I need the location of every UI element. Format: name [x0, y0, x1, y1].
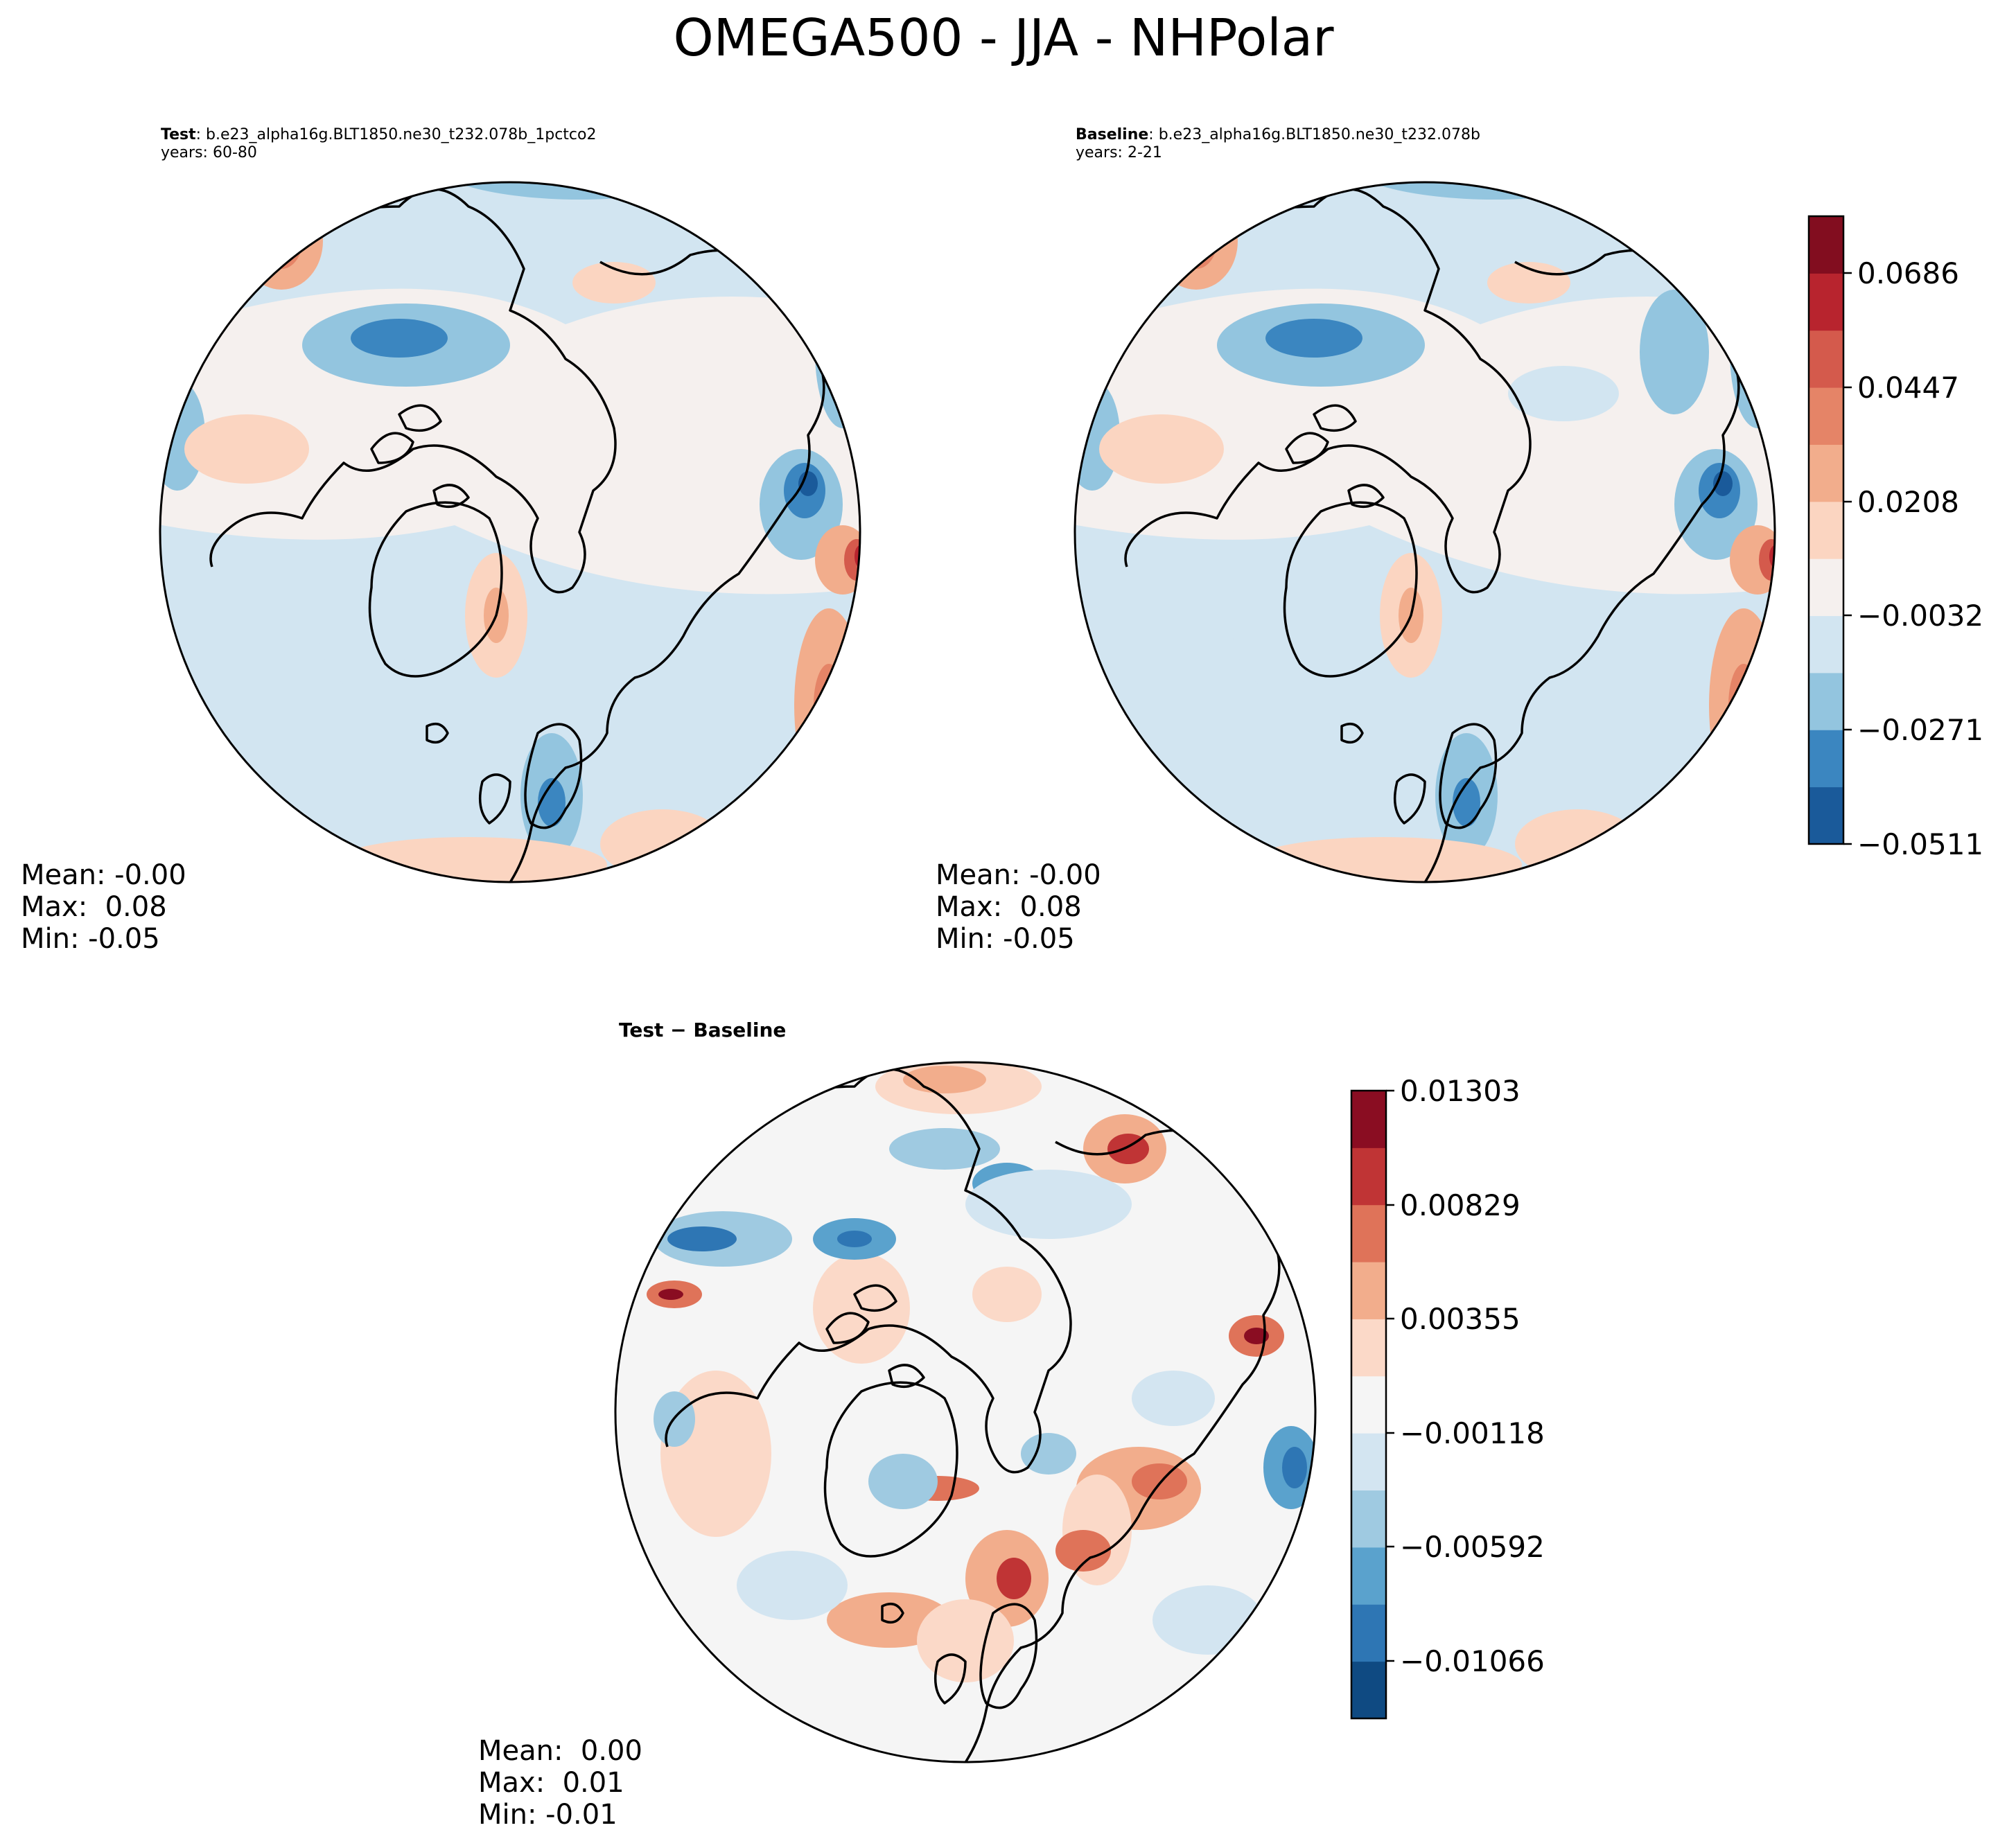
diff-colorbar-swatch	[1351, 1262, 1386, 1319]
diff-colorbar-tick-label: 0.00829	[1400, 1188, 1520, 1222]
diff-panel-title: Test − Baseline	[619, 1019, 787, 1041]
baseline-panel-title: Baseline: b.e23_alpha16g.BLT1850.ne30_t2…	[1076, 126, 1480, 162]
test-panel-title: Test: b.e23_alpha16g.BLT1850.ne30_t232.0…	[161, 126, 596, 162]
diff-colorbar-tick-label: −0.01066	[1400, 1644, 1545, 1678]
main-colorbar-swatch	[1809, 216, 1843, 274]
test-stats: Mean: -0.00 Max: 0.08 Min: -0.05	[21, 859, 186, 955]
main-colorbar: 0.0686 0.0447 0.0208 −0.0032 −0.0271 −0.0511	[1807, 215, 1983, 861]
diff-colorbar-swatch	[1351, 1091, 1386, 1148]
baseline-case-name: : b.e23_alpha16g.BLT1850.ne30_t232.078b	[1148, 126, 1480, 143]
main-colorbar-swatch	[1809, 730, 1843, 788]
main-colorbar-swatch	[1809, 387, 1843, 445]
diff-colorbar-tick-label: −0.00118	[1400, 1416, 1545, 1450]
diff-colorbar-swatch	[1351, 1204, 1386, 1262]
test-label: Test	[161, 126, 196, 143]
diff-map	[614, 1061, 1317, 1763]
main-colorbar-swatch	[1809, 273, 1843, 331]
diff-colorbar-tick-label: −0.00592	[1400, 1530, 1545, 1564]
main-colorbar-swatch	[1809, 501, 1843, 559]
figure-title: OMEGA500 - JJA - NHPolar	[673, 8, 1334, 68]
diff-colorbar-tick-label: 0.01303	[1400, 1074, 1520, 1108]
diff-colorbar-swatch	[1351, 1490, 1386, 1548]
main-colorbar-tick-label: −0.0032	[1857, 599, 1983, 633]
main-colorbar-swatch	[1809, 444, 1843, 502]
baseline-years: years: 2-21	[1076, 144, 1162, 161]
baseline-max: Max: 0.08	[936, 891, 1082, 923]
test-max: Max: 0.08	[21, 891, 167, 923]
baseline-label: Baseline	[1076, 126, 1149, 143]
test-min: Min: -0.05	[21, 923, 160, 955]
diff-min: Min: -0.01	[478, 1799, 617, 1831]
test-case-name: : b.e23_alpha16g.BLT1850.ne30_t232.078b_…	[195, 126, 597, 143]
main-colorbar-tick-label: 0.0208	[1857, 485, 1959, 519]
main-colorbar-tick-label: −0.0511	[1857, 827, 1983, 861]
test-mean: Mean: -0.00	[21, 859, 186, 891]
diff-colorbar-swatch	[1351, 1433, 1386, 1491]
diff-stats: Mean: 0.00 Max: 0.01 Min: -0.01	[478, 1735, 642, 1831]
diff-colorbar-frame	[1350, 1089, 1387, 1720]
diff-colorbar-swatch	[1351, 1375, 1386, 1434]
baseline-min: Min: -0.05	[936, 923, 1075, 955]
baseline-mean: Mean: -0.00	[936, 859, 1101, 891]
diff-colorbar-swatch	[1351, 1661, 1386, 1719]
baseline-map	[1073, 181, 1776, 883]
main-colorbar-swatch	[1809, 615, 1843, 674]
main-colorbar-swatch	[1809, 330, 1843, 388]
diff-max: Max: 0.01	[478, 1767, 624, 1799]
diff-colorbar-swatch	[1351, 1147, 1386, 1206]
main-colorbar-swatch	[1809, 786, 1843, 845]
diff-colorbar-swatch	[1351, 1547, 1386, 1605]
diff-colorbar-swatch	[1351, 1319, 1386, 1377]
main-colorbar-swatch	[1809, 558, 1843, 617]
test-years: years: 60-80	[161, 144, 257, 161]
main-colorbar-swatch	[1809, 672, 1843, 730]
test-map	[159, 181, 861, 883]
diff-colorbar-swatch	[1351, 1604, 1386, 1662]
main-colorbar-tick-label: −0.0271	[1857, 713, 1983, 747]
diff-colorbar: 0.01303 0.00829 0.00355 −0.00118 −0.00592 −0.…	[1350, 1074, 1545, 1720]
main-colorbar-tick-label: 0.0447	[1857, 371, 1959, 405]
diff-mean: Mean: 0.00	[478, 1735, 642, 1767]
main-colorbar-frame	[1807, 215, 1845, 845]
main-colorbar-tick-label: 0.0686	[1857, 256, 1959, 290]
diff-colorbar-tick-label: 0.00355	[1400, 1302, 1520, 1336]
baseline-stats: Mean: -0.00 Max: 0.08 Min: -0.05	[936, 859, 1101, 955]
